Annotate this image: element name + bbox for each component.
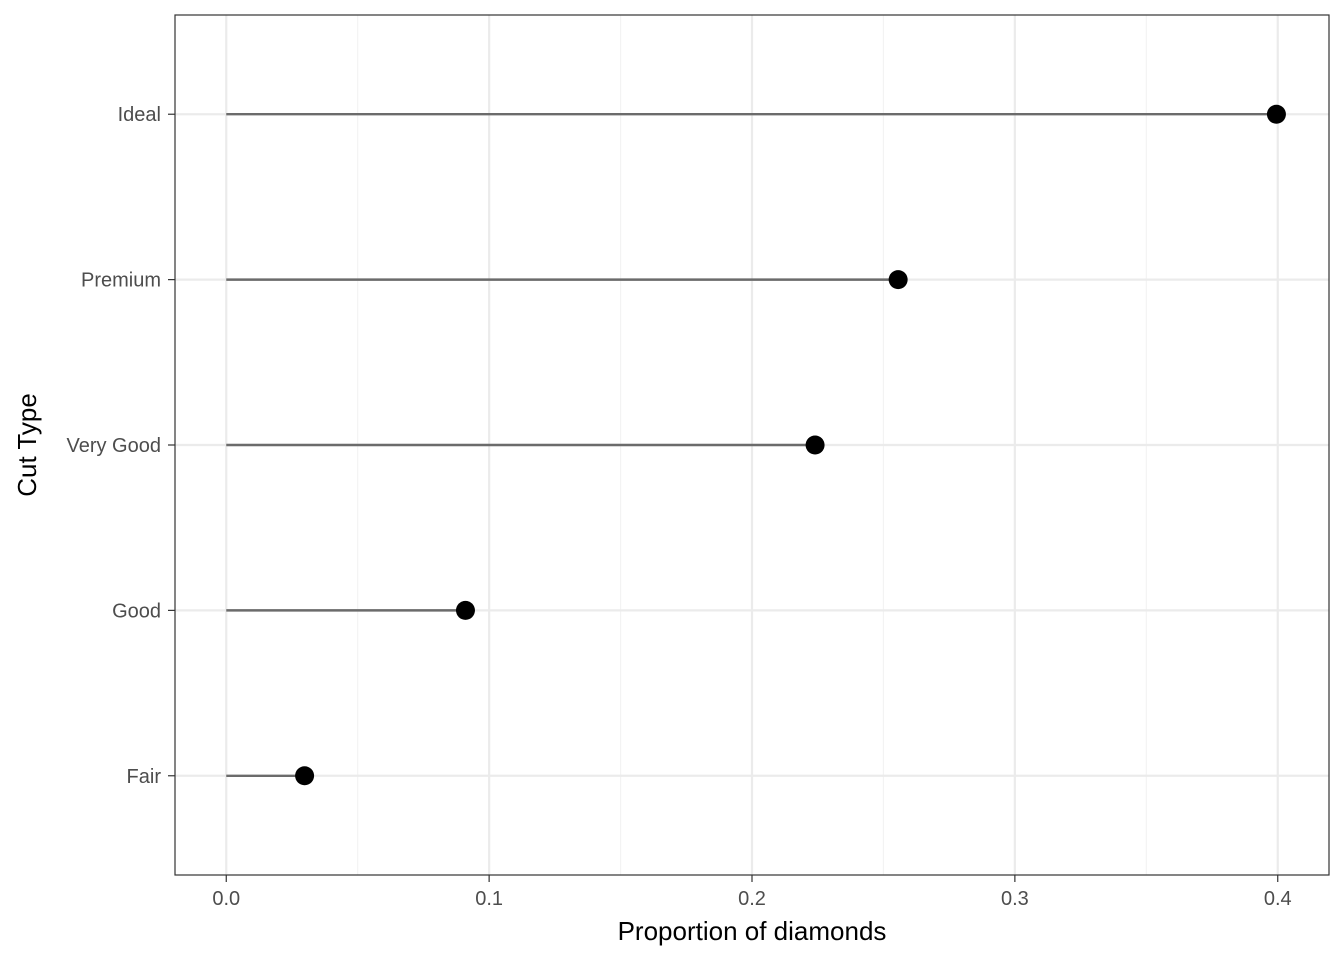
mark-layer [226, 104, 1286, 786]
y-tick-label: Fair [127, 766, 162, 788]
data-point [888, 270, 908, 290]
y-tick-label: Very Good [66, 435, 161, 457]
data-point [295, 766, 315, 786]
x-tick-label: 0.1 [475, 888, 503, 910]
x-axis-title: Proportion of diamonds [618, 916, 887, 946]
x-tick-label: 0.2 [738, 888, 766, 910]
x-tick-label: 0.4 [1264, 888, 1292, 910]
data-point [805, 435, 825, 455]
y-tick-label: Ideal [118, 104, 161, 126]
y-tick-label: Good [112, 600, 161, 622]
y-axis-title: Cut Type [12, 393, 42, 497]
y-tick-label: Premium [81, 270, 161, 292]
axis-layer: 0.0 0.1 0.2 0.3 0.4 Fair Good Very Good Premium I… [66, 14, 1330, 910]
x-tick-label: 0.3 [1001, 888, 1029, 910]
x-tick-label: 0.0 [212, 888, 240, 910]
data-point [1266, 104, 1286, 124]
data-point [455, 600, 475, 620]
